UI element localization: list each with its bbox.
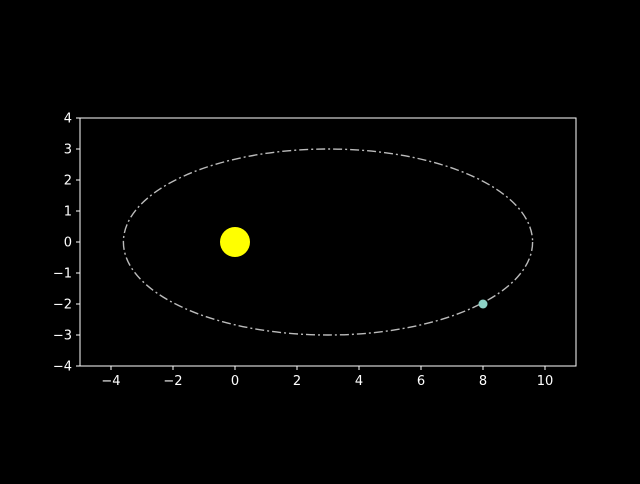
x-tick-label: 0 (231, 374, 239, 389)
y-tick-label: −1 (53, 267, 72, 282)
orbit-ellipse (122, 148, 534, 336)
x-tick-label: 4 (355, 374, 363, 389)
y-tick-label: 0 (64, 236, 72, 251)
y-tick-label: −4 (53, 360, 72, 375)
x-tick-label: 6 (417, 374, 425, 389)
y-tick-label: 1 (64, 205, 72, 220)
axes-frame (79, 117, 577, 367)
y-tick-label: 3 (64, 143, 72, 158)
x-tick-label: −4 (101, 374, 120, 389)
x-tick-label: 10 (537, 374, 554, 389)
ticks-layer: −4 −2 0 2 4 6 8 10 −4 −3 −2 −1 0 1 2 3 4 (53, 112, 553, 390)
x-tick-label: −2 (163, 374, 182, 389)
x-tick-label: 2 (293, 374, 301, 389)
planet-point (478, 299, 488, 309)
y-tick-label: −3 (53, 329, 72, 344)
y-tick-label: 4 (64, 112, 72, 127)
y-tick-label: 2 (64, 174, 72, 189)
sun-point (220, 227, 250, 257)
plot-layer (122, 148, 534, 336)
x-tick-label: 8 (479, 374, 487, 389)
y-tick-label: −2 (53, 298, 72, 313)
